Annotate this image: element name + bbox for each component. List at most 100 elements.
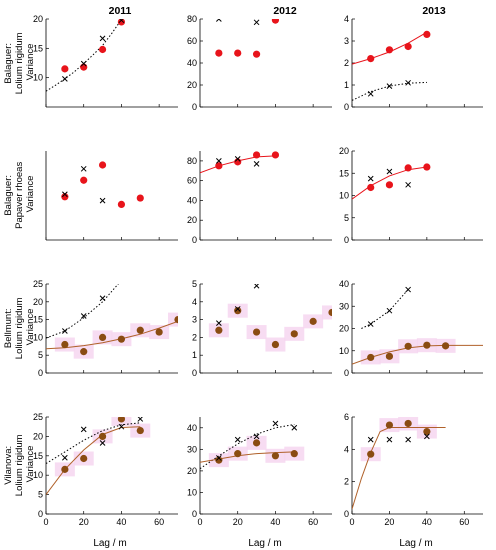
y-tick-label: 5 (192, 279, 197, 289)
row-label-2-line1: Bellmunt: (3, 309, 14, 349)
row-labels: Balaguer: Lolium rigidum Variance Balagu… (3, 30, 36, 496)
x-tick-label: 0 (197, 517, 202, 527)
y-tick-label: 3 (344, 36, 349, 46)
y-tick-label: 25 (33, 279, 43, 289)
data-point-circle (367, 450, 375, 458)
x-tick-label: 60 (308, 517, 318, 527)
y-tick-label: 20 (33, 297, 43, 307)
y-tick-label: 1 (344, 80, 349, 90)
row-label-2: Bellmunt: Lolium rigidum Variance (3, 295, 36, 359)
data-point-cross (253, 284, 260, 289)
data-point-cross (386, 83, 393, 89)
uncertainty-band (168, 312, 178, 327)
data-point-cross (291, 424, 298, 431)
data-point-cross (137, 417, 144, 422)
model-fit-dotted (46, 19, 122, 92)
data-point-circle (271, 151, 280, 159)
row-label-3: Vilanova: Lolium rigidum Variance (3, 432, 36, 496)
y-tick-label: 80 (187, 156, 197, 166)
data-point-circle (215, 162, 223, 170)
data-point-circle (136, 326, 144, 334)
x-tick-label: 20 (384, 517, 394, 527)
data-point-cross (367, 90, 374, 97)
y-tick-label: 40 (187, 58, 197, 68)
y-tick-label: 20 (339, 146, 349, 156)
plot-area (352, 417, 446, 510)
y-tick-label: 10 (33, 73, 43, 83)
plot-area (215, 19, 280, 58)
data-point-cross (234, 156, 241, 162)
row-label-1: Balaguer: Papaver rhoeas Variance (3, 159, 36, 229)
model-fit-dotted (352, 81, 427, 101)
data-point-cross (80, 426, 87, 433)
data-point-cross (80, 60, 87, 67)
y-tick-label: 0 (192, 235, 197, 245)
data-point-circle (155, 328, 163, 336)
y-tick-label: 30 (339, 301, 349, 311)
row-label-0: Balaguer: Lolium rigidum Variance (3, 30, 36, 94)
model-fit-solid (46, 426, 141, 495)
panel-r0-c1: 0 20 40 60 80 (187, 14, 332, 112)
data-point-circle (98, 45, 107, 54)
row-label-1-line2: Papaver rhoeas (14, 162, 25, 229)
y-tick-label: 15 (33, 315, 43, 325)
data-point-cross (405, 436, 411, 443)
panel-r1-c2: 0 5 10 15 20 (339, 146, 483, 245)
data-point-circle (404, 42, 412, 51)
panel-r0-c2: 0 1 2 3 4 (344, 14, 483, 112)
data-point-cross (62, 191, 68, 198)
data-point-circle (80, 348, 88, 356)
row-label-2-line3: Variance (25, 309, 36, 346)
data-point-circle (98, 161, 107, 169)
data-point-cross (405, 181, 411, 188)
data-point-cross (216, 455, 222, 461)
x-tick-label: 0 (43, 517, 48, 527)
data-point-cross (234, 436, 241, 443)
data-point-cross (405, 79, 411, 86)
data-point-circle (271, 340, 280, 349)
panel-r0-c0: 10 15 20 (33, 14, 178, 108)
data-point-circle (61, 193, 69, 201)
data-point-circle (404, 419, 412, 428)
data-point-circle (385, 352, 394, 360)
data-point-circle (234, 307, 242, 315)
plot-area (61, 161, 144, 208)
y-tick-label: 60 (187, 176, 197, 186)
y-tick-label: 5 (38, 490, 43, 500)
y-tick-label: 5 (344, 213, 349, 223)
column-title-2011: 2011 (109, 5, 132, 17)
y-tick-label: 0 (192, 102, 197, 112)
y-tick-label: 0 (344, 368, 349, 378)
data-point-circle (252, 439, 261, 447)
data-point-cross (216, 158, 222, 164)
data-point-circle (309, 317, 317, 325)
y-tick-label: 20 (33, 431, 43, 441)
y-tick-label: 60 (187, 36, 197, 46)
data-point-cross (253, 161, 260, 167)
x-tick-label: 40 (270, 517, 280, 527)
data-point-circle (61, 465, 69, 473)
y-tick-label: 20 (339, 324, 349, 334)
data-point-cross (424, 433, 430, 440)
data-point-circle (290, 450, 298, 458)
y-tick-label: 30 (187, 444, 197, 454)
data-point-circle (117, 417, 126, 423)
data-point-cross (80, 313, 87, 319)
row-label-0-line3: Variance (25, 44, 36, 81)
y-tick-label: 0 (192, 368, 197, 378)
model-fit-solid (46, 320, 178, 350)
data-point-circle (367, 183, 375, 192)
y-tick-label: 2 (344, 477, 349, 487)
data-point-cross (367, 321, 374, 327)
row-label-1-line3: Variance (25, 176, 36, 213)
plot-area (352, 163, 431, 200)
data-point-circle (80, 454, 88, 463)
data-point-circle (385, 46, 394, 54)
y-tick-label: 5 (38, 350, 43, 360)
row-label-2-line2: Lolium rigidum (14, 297, 25, 359)
data-point-circle (117, 200, 126, 208)
model-fit-solid (352, 427, 446, 510)
plot-area (46, 19, 126, 92)
data-point-circle (215, 456, 223, 464)
